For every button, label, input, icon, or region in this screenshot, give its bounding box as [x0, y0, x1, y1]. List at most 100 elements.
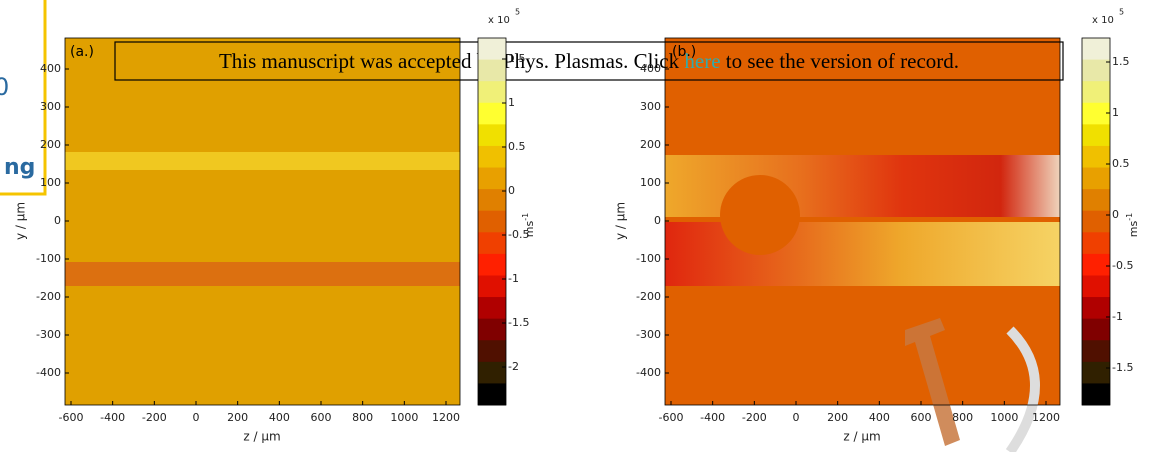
- y-tick-label: 300: [40, 100, 61, 113]
- colorbar-block: [478, 145, 506, 169]
- sidebar-text: ng: [4, 155, 35, 180]
- colorbar-block: [1082, 318, 1110, 341]
- banner: This manuscript was accepted by Phys. Pl…: [219, 49, 959, 73]
- x-tick-label: 1200: [1032, 411, 1060, 424]
- x-tick-label: -200: [742, 411, 767, 424]
- colorbar-exponent: 5: [515, 8, 520, 17]
- colorbar-exponent-base: x 10: [488, 15, 510, 26]
- sidebar-text: 0: [0, 73, 9, 101]
- colorbar-block: [1082, 275, 1110, 298]
- x-tick-label: 400: [269, 411, 290, 424]
- colorbar-block: [478, 340, 506, 363]
- y-tick-label: 200: [40, 138, 61, 151]
- x-axis-label: z / µm: [843, 430, 880, 444]
- colorbar-block: [1082, 38, 1110, 61]
- colorbar-block: [1082, 253, 1110, 276]
- colorbar-tick-label: 1: [508, 96, 515, 109]
- band-gap: [720, 175, 800, 255]
- banner-box: [114, 41, 1064, 81]
- colorbar-block: [478, 361, 506, 384]
- band: [65, 262, 460, 286]
- colorbar-block: [1082, 124, 1110, 147]
- colorbar-block: [1082, 361, 1110, 384]
- colorbar-tick-label: -0.5: [1112, 259, 1133, 272]
- y-tick-label: 300: [640, 100, 661, 113]
- colorbar-block: [1082, 383, 1110, 406]
- x-tick-label: 0: [793, 411, 800, 424]
- x-tick-label: 800: [952, 411, 973, 424]
- colorbar-block: [1082, 81, 1110, 104]
- x-tick-label: -600: [659, 411, 684, 424]
- colorbar-block: [478, 297, 506, 320]
- watermark: [1005, 326, 1040, 455]
- y-tick-label: 400: [640, 62, 661, 75]
- colorbar-block: [1082, 145, 1110, 169]
- y-tick-label: -300: [36, 328, 61, 341]
- colorbar-block: [478, 124, 506, 147]
- watermark: [905, 318, 960, 446]
- colorbar-tick-label: -2: [508, 360, 519, 373]
- colorbar-tick-label: 0.5: [1112, 157, 1130, 170]
- colorbar-tick-label: -1.5: [508, 316, 529, 329]
- colorbar-exponent: 5: [1119, 8, 1124, 17]
- colorbar-tick-label: -1: [1112, 310, 1123, 323]
- colorbar-tick-label: 1.5: [508, 52, 526, 65]
- colorbar-frame: [477, 37, 507, 406]
- x-tick-label: 600: [911, 411, 932, 424]
- y-tick-label: -400: [36, 366, 61, 379]
- colorbar-block: [1082, 102, 1110, 125]
- sidebar-box: [0, 0, 47, 196]
- x-tick-label: 800: [352, 411, 373, 424]
- colorbar-tick-label: -1.5: [1112, 361, 1133, 374]
- colorbar-tick-label: 1.5: [1112, 55, 1130, 68]
- x-tick-label: 1200: [432, 411, 460, 424]
- y-tick-label: -200: [636, 290, 661, 303]
- colorbar-block: [1082, 189, 1110, 212]
- y-axis-label: y / µm: [614, 202, 628, 240]
- colorbar-tick-label: 0: [508, 184, 515, 197]
- colorbar-block: [478, 318, 506, 341]
- colorbar-block: [1082, 340, 1110, 363]
- y-tick-label: 100: [40, 176, 61, 189]
- y-axis-label: y / µm: [14, 202, 28, 240]
- y-tick-label: -100: [36, 252, 61, 265]
- x-tick-label: 1000: [390, 411, 418, 424]
- colorbar-tick-label: 0.5: [508, 140, 526, 153]
- x-tick-label: -200: [142, 411, 167, 424]
- colorbar-unit-exp: -1: [1125, 213, 1134, 221]
- panel-label: (b.): [672, 44, 696, 60]
- banner-text: to see the version of record.: [726, 49, 959, 73]
- colorbar-block: [1082, 59, 1110, 82]
- colorbar-frame: [1081, 37, 1111, 406]
- x-tick-label: 600: [311, 411, 332, 424]
- y-tick-label: 100: [640, 176, 661, 189]
- colorbar-unit-base: ms: [523, 221, 536, 238]
- y-tick-label: 0: [54, 214, 61, 227]
- x-tick-label: 200: [227, 411, 248, 424]
- colorbar-block: [478, 102, 506, 125]
- colorbar-tick-label: 0: [1112, 208, 1119, 221]
- y-tick-label: -300: [636, 328, 661, 341]
- colorbar-block: [478, 38, 506, 61]
- x-tick-label: 200: [827, 411, 848, 424]
- y-tick-label: 200: [640, 138, 661, 151]
- colorbar-block: [1082, 167, 1110, 190]
- colorbar-tick-label: 1: [1112, 106, 1119, 119]
- banner-link[interactable]: here: [684, 49, 720, 73]
- y-tick-label: 400: [40, 62, 61, 75]
- colorbar-exponent-base: x 10: [1092, 15, 1114, 26]
- colorbar-tick-label: -1: [508, 272, 519, 285]
- colorbar-unit: ms-1: [1125, 213, 1141, 237]
- y-tick-label: -400: [636, 366, 661, 379]
- y-tick-label: -200: [36, 290, 61, 303]
- colorbar-block: [478, 210, 506, 233]
- band: [65, 152, 460, 170]
- colorbar-block: [478, 253, 506, 276]
- banner-text: This manuscript was accepted by Phys. Pl…: [219, 49, 680, 73]
- colorbar-block: [478, 59, 506, 82]
- x-tick-label: -400: [700, 411, 725, 424]
- colorbar-block: [1082, 232, 1110, 255]
- colorbar-tick-label: -0.5: [508, 228, 529, 241]
